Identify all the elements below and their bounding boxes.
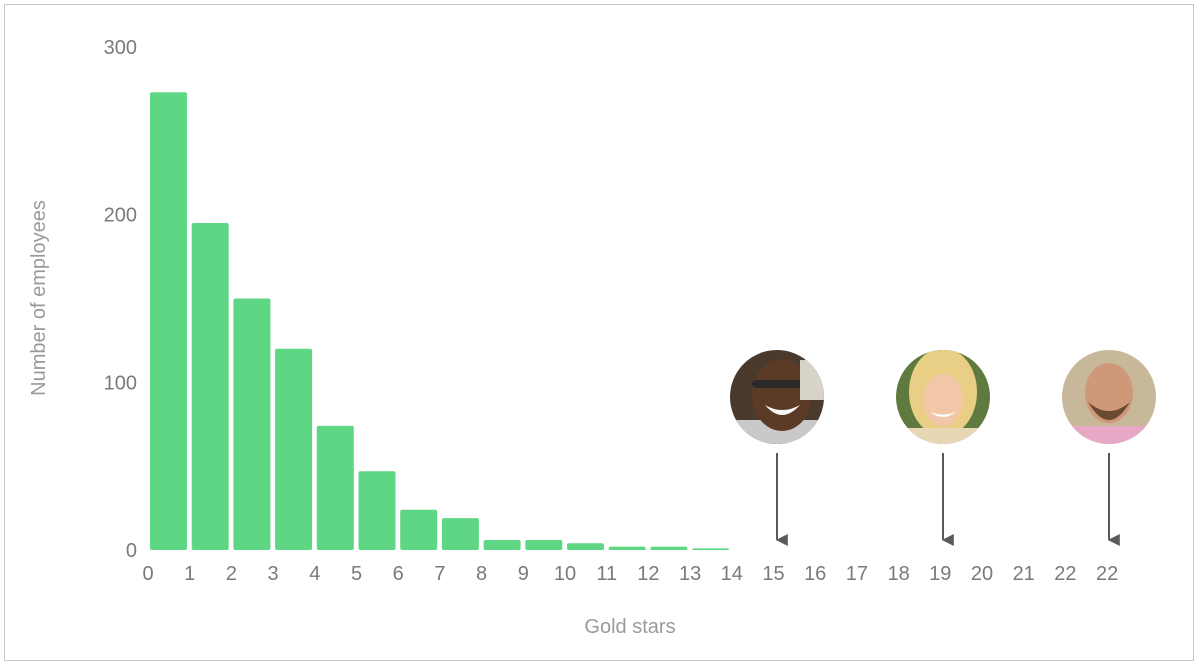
x-tick-label: 14 xyxy=(721,563,743,585)
employee-1-avatar xyxy=(730,350,824,444)
x-tick-label: 0 xyxy=(142,563,153,585)
bar-8 xyxy=(483,539,521,550)
x-tick-label: 11 xyxy=(596,563,617,585)
bar-3 xyxy=(275,348,313,550)
y-axis-ticks: 0 100 200 300 xyxy=(104,37,137,562)
y-axis-title: Number of employees xyxy=(28,200,50,396)
x-tick-label: 20 xyxy=(971,563,993,585)
bar-5 xyxy=(358,471,396,550)
x-tick-label: 8 xyxy=(476,563,487,585)
bar-10 xyxy=(567,543,604,550)
x-tick-label: 18 xyxy=(887,563,909,585)
bar-4 xyxy=(316,425,354,550)
bars xyxy=(150,92,730,551)
employee-3-avatar xyxy=(1062,350,1156,444)
bar-11 xyxy=(608,546,646,550)
bar-0 xyxy=(150,92,187,551)
x-tick-label: 22 xyxy=(1054,563,1076,585)
x-tick-label: 2 xyxy=(226,563,237,585)
y-tick-label: 0 xyxy=(126,540,137,562)
bar-13 xyxy=(692,548,730,550)
bar-9 xyxy=(525,539,563,550)
x-tick-label: 21 xyxy=(1013,563,1035,585)
x-axis-title: Gold stars xyxy=(584,616,675,638)
x-tick-label: 16 xyxy=(804,563,826,585)
x-tick-label: 19 xyxy=(929,563,951,585)
y-tick-label: 300 xyxy=(104,37,137,59)
x-tick-label: 6 xyxy=(393,563,404,585)
x-tick-label: 12 xyxy=(637,563,659,585)
x-tick-label: 7 xyxy=(434,563,445,585)
bar-6 xyxy=(400,509,438,550)
annotation-employee-3 xyxy=(1062,350,1156,546)
x-tick-label: 10 xyxy=(554,563,576,585)
x-axis-ticks: 0 1 2 3 4 5 6 7 8 9 10 11 12 13 14 15 16 17 18 19 20 21 22 22 xyxy=(142,563,1118,585)
bar-2 xyxy=(233,298,271,550)
x-tick-label: 22 xyxy=(1096,563,1118,585)
x-tick-label: 13 xyxy=(679,563,701,585)
x-tick-label: 15 xyxy=(762,563,784,585)
bar-1 xyxy=(191,223,229,551)
x-tick-label: 4 xyxy=(309,563,320,585)
annotation-employee-1 xyxy=(730,350,824,546)
y-tick-label: 200 xyxy=(104,205,137,227)
x-tick-label: 17 xyxy=(846,563,868,585)
bar-7 xyxy=(441,518,479,550)
x-tick-label: 9 xyxy=(518,563,529,585)
annotation-employee-2 xyxy=(896,350,990,546)
bar-12 xyxy=(650,546,688,550)
x-tick-label: 5 xyxy=(351,563,362,585)
y-tick-label: 100 xyxy=(104,372,137,394)
employee-2-avatar xyxy=(896,350,990,444)
x-tick-label: 1 xyxy=(184,563,195,585)
x-tick-label: 3 xyxy=(268,563,279,585)
